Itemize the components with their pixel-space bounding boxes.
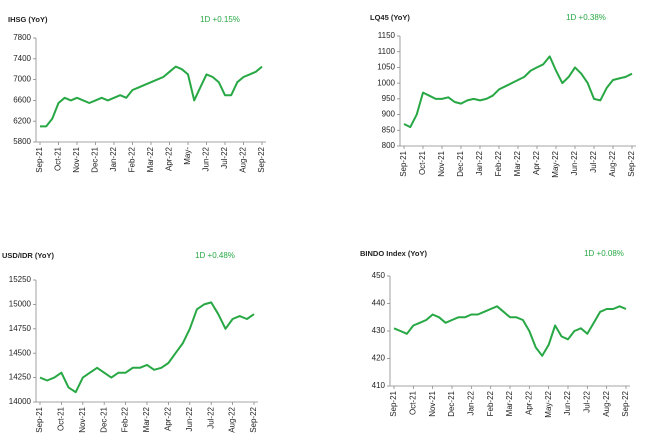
y-tick-label: 950 bbox=[382, 94, 396, 103]
y-tick-label: 7000 bbox=[13, 75, 31, 84]
chart: IHSG (YoY) 1D +0.15% 5800 6200 6600 7000 7400 7… bbox=[8, 15, 266, 173]
x-tick-label: Apr-22 bbox=[164, 406, 173, 431]
x-tick-label: Aug-22 bbox=[228, 406, 237, 432]
x-tick-label: Nov-21 bbox=[72, 146, 81, 172]
y-tick-label: 420 bbox=[372, 354, 386, 363]
annotation: 1D +0.38% bbox=[566, 13, 606, 22]
y-tick-label: 14750 bbox=[9, 324, 32, 333]
x-tick-label: May- bbox=[183, 147, 192, 165]
y-tick-label: 14000 bbox=[9, 397, 32, 406]
x-tick-label: Sep-22 bbox=[257, 146, 266, 172]
x-tick-label: Mar-22 bbox=[513, 150, 522, 176]
x-tick-label: Oct-21 bbox=[54, 146, 63, 171]
annotation: 1D +0.15% bbox=[200, 15, 240, 24]
x-tick-label: Apr-22 bbox=[165, 146, 174, 171]
y-tick-label: 900 bbox=[382, 110, 396, 119]
x-tick-label: Feb-22 bbox=[486, 390, 495, 416]
line bbox=[393, 305, 627, 357]
x-tick-label: Oct-21 bbox=[418, 150, 427, 175]
annotation: 1D +0.08% bbox=[584, 249, 624, 258]
y-tick-label: 6600 bbox=[13, 96, 31, 105]
x-tick-label: Mar-22 bbox=[505, 390, 514, 416]
x-tick-label: Mar-22 bbox=[142, 406, 151, 432]
x-tick-label: Jun-22 bbox=[563, 390, 572, 415]
x-tick-label: Sep-22 bbox=[627, 150, 636, 176]
chart-title: IHSG (YoY) bbox=[8, 15, 48, 24]
x-tick-label: Sep-21 bbox=[399, 150, 408, 176]
y-tick-label: 15000 bbox=[9, 300, 32, 309]
y-tick-label: 14250 bbox=[9, 373, 32, 382]
x-tick-label: Oct-21 bbox=[57, 406, 66, 431]
x-tick-label: Sep-22 bbox=[621, 390, 630, 416]
y-tick-label: 1150 bbox=[378, 31, 396, 40]
y-tick-label: 410 bbox=[372, 381, 386, 390]
annotation: 1D +0.48% bbox=[195, 251, 235, 260]
y-tick-label: 14500 bbox=[9, 348, 32, 357]
x-tick-label: Oct-21 bbox=[408, 390, 417, 415]
y-tick-label: 850 bbox=[382, 125, 396, 134]
x-tick-label: Nov-21 bbox=[437, 150, 446, 176]
x-tick-label: Sep-22 bbox=[249, 406, 258, 432]
x-tick-label: Dec-21 bbox=[456, 150, 465, 176]
x-tick-label: Mar-22 bbox=[146, 146, 155, 172]
x-tick-label: Feb-22 bbox=[128, 146, 137, 172]
x-tick-label: Nov-21 bbox=[428, 390, 437, 416]
chart-title: LQ45 (YoY) bbox=[370, 13, 410, 22]
x-tick-label: Dec-21 bbox=[99, 406, 108, 432]
x-tick-label: Sep-21 bbox=[35, 406, 44, 432]
x-tick-label: Dec-21 bbox=[447, 390, 456, 416]
y-tick-label: 450 bbox=[372, 271, 386, 280]
y-tick-label: 1100 bbox=[378, 47, 396, 56]
y-tick-label: 1000 bbox=[377, 78, 395, 87]
y-tick-label: 5800 bbox=[13, 137, 31, 146]
x-tick-label: Jan-22 bbox=[109, 146, 118, 171]
chart: BINDO Index (YoY) 1D +0.08% 410 420 430 440 45… bbox=[360, 249, 630, 418]
x-tick-label: Dec-21 bbox=[91, 146, 100, 172]
y-tick-label: 7400 bbox=[13, 54, 31, 63]
x-tick-label: Jan-22 bbox=[466, 390, 475, 415]
y-tick-label: 1050 bbox=[377, 63, 395, 72]
x-tick-label: Jan-22 bbox=[475, 150, 484, 175]
chart-title: USD/IDR (YoY) bbox=[2, 251, 54, 260]
x-tick-label: Aug-22 bbox=[239, 146, 248, 172]
y-tick-label: 6200 bbox=[13, 116, 31, 125]
y-tick-label: 800 bbox=[382, 141, 396, 150]
x-tick-label: Apr-22 bbox=[524, 390, 533, 415]
y-tick-label: 15250 bbox=[9, 275, 32, 284]
chart-title: BINDO Index (YoY) bbox=[360, 249, 427, 258]
x-tick-label: Jun-22 bbox=[570, 150, 579, 175]
y-tick-label: 7800 bbox=[13, 33, 31, 42]
x-tick-label: Jul-22 bbox=[582, 390, 591, 412]
x-tick-label: Jun-22 bbox=[202, 146, 211, 171]
x-tick-label: Aug-22 bbox=[602, 390, 611, 416]
x-tick-label: Jul-22 bbox=[589, 150, 598, 172]
x-tick-label: Sep-21 bbox=[35, 146, 44, 172]
x-tick-label: Jun-22 bbox=[185, 406, 194, 431]
line bbox=[39, 301, 255, 394]
x-tick-label: May-22 bbox=[551, 150, 560, 177]
chart: USD/IDR (YoY) 1D +0.48% 14000 14250 14500 147… bbox=[2, 251, 258, 433]
x-tick-label: Nov-21 bbox=[78, 406, 87, 432]
chart: LQ45 (YoY) 1D +0.38% 800 850 900 950 1000 1050 1… bbox=[370, 13, 636, 178]
x-tick-label: Jul-22 bbox=[220, 146, 229, 168]
y-tick-label: 430 bbox=[372, 326, 386, 335]
line bbox=[403, 55, 633, 129]
x-tick-label: Sep-21 bbox=[389, 390, 398, 416]
y-tick-label: 440 bbox=[372, 299, 386, 308]
line bbox=[40, 65, 263, 128]
x-tick-label: Feb-22 bbox=[121, 406, 130, 432]
x-tick-label: Jul-22 bbox=[206, 406, 215, 428]
x-tick-label: Apr-22 bbox=[532, 150, 541, 175]
x-tick-label: May-22 bbox=[544, 390, 553, 417]
x-tick-label: Aug-22 bbox=[608, 150, 617, 176]
x-tick-label: Feb-22 bbox=[494, 150, 503, 176]
